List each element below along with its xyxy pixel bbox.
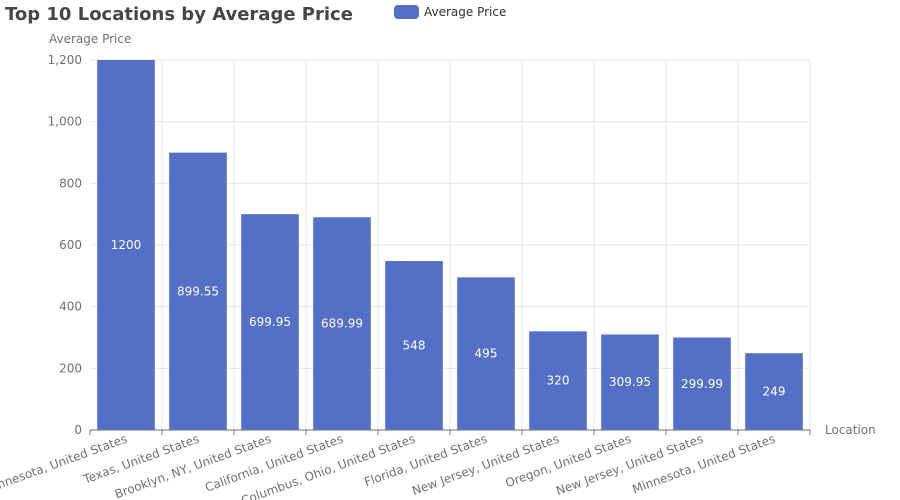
chart-title: Top 10 Locations by Average Price xyxy=(5,4,353,25)
bar[interactable] xyxy=(97,60,155,430)
bar[interactable] xyxy=(601,334,659,430)
bar-value-label: 320 xyxy=(547,374,570,388)
legend-swatch[interactable] xyxy=(394,5,419,19)
y-tick-label: 200 xyxy=(59,361,82,375)
bar-value-label: 1200 xyxy=(111,238,142,252)
bar[interactable] xyxy=(169,152,227,431)
bar[interactable] xyxy=(385,261,443,430)
bar[interactable] xyxy=(529,331,587,430)
x-axis-title: Location xyxy=(825,423,876,437)
y-tick-label: 400 xyxy=(59,300,82,314)
y-axis-ticks: 0 200 400 600 800 1,000 1,200 xyxy=(48,53,82,437)
bar[interactable] xyxy=(673,337,731,430)
y-tick-label: 600 xyxy=(59,238,82,252)
bar-value-label: 548 xyxy=(403,339,426,353)
bar[interactable] xyxy=(313,217,371,430)
y-axis-title: Average Price xyxy=(49,32,131,46)
bar-value-label: 495 xyxy=(475,347,498,361)
y-tick-label: 0 xyxy=(74,423,82,437)
bar[interactable] xyxy=(745,353,803,430)
y-tick-label: 1,200 xyxy=(48,53,82,67)
bar-value-label: 309.95 xyxy=(609,375,651,389)
bar[interactable] xyxy=(241,214,299,430)
bar[interactable] xyxy=(457,277,515,430)
y-tick-label: 800 xyxy=(59,176,82,190)
bar-value-label: 249 xyxy=(763,385,786,399)
legend[interactable]: Average Price xyxy=(394,5,506,19)
bar-value-label: 699.95 xyxy=(249,315,291,329)
legend-label[interactable]: Average Price xyxy=(424,5,506,19)
bar-value-label: 689.99 xyxy=(321,317,363,331)
bar-value-label: 899.55 xyxy=(177,284,219,298)
bar-value-label: 299.99 xyxy=(681,377,723,391)
y-tick-label: 1,000 xyxy=(48,115,82,129)
bars: 1200 899.55 699.95 689.99 548 495 320 309.95 299… xyxy=(97,60,803,431)
